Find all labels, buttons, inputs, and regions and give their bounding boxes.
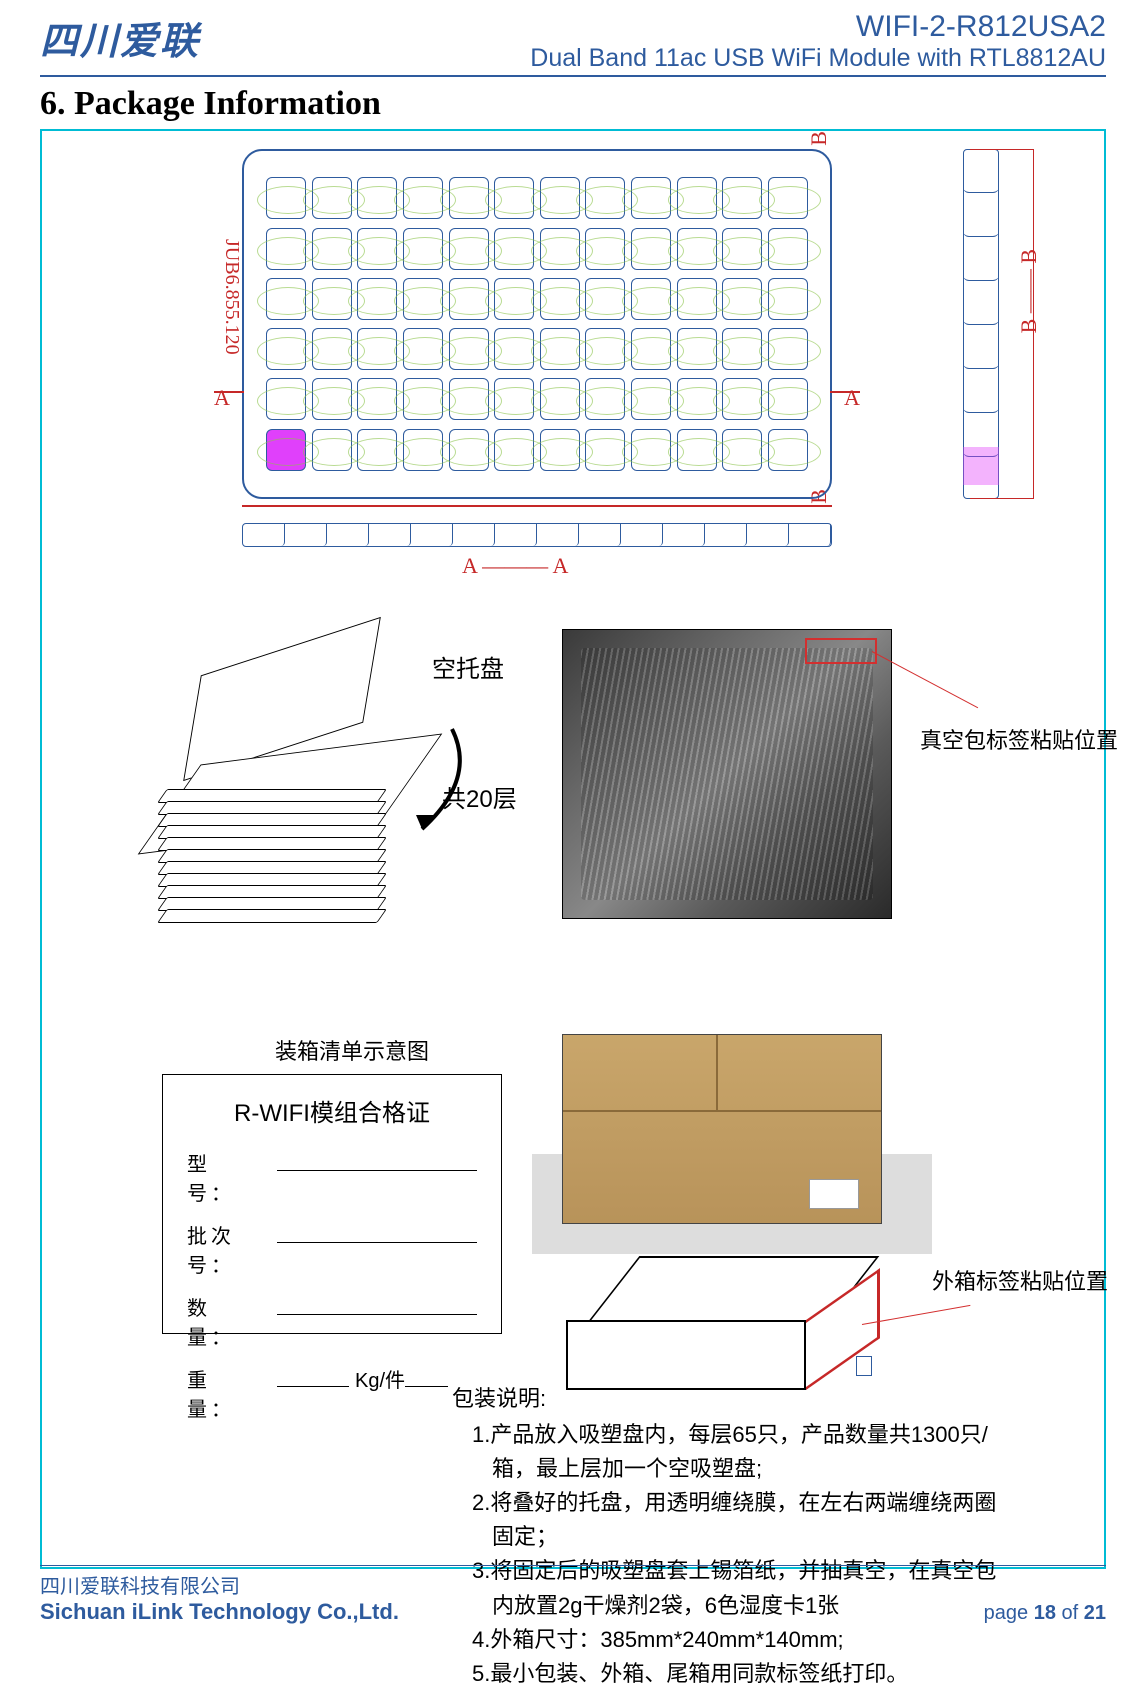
tray-row	[266, 278, 808, 320]
highlighted-cell	[266, 429, 306, 471]
empty-tray-label: 空托盘	[432, 649, 504, 684]
cert-title: R-WIFI模组合格证	[187, 1093, 477, 1128]
instruction-item: 1.产品放入吸塑盘内，每层65只，产品数量共1300只/箱，最上层加一个空吸塑盘…	[472, 1418, 1014, 1486]
cert-field-qty: 数 量：	[187, 1292, 477, 1350]
cert-field-model: 型 号：	[187, 1148, 477, 1206]
carton-photo	[562, 1034, 882, 1224]
company-logo: 四川爱联	[40, 10, 200, 65]
vacuum-bag-area: 真空包标签粘贴位置	[562, 629, 892, 1009]
footer-company: 四川爱联科技有限公司 Sichuan iLink Technology Co.,…	[40, 1570, 399, 1625]
instruction-item: 4.外箱尺寸：385mm*240mm*140mm;	[472, 1623, 1014, 1657]
page-footer: 四川爱联科技有限公司 Sichuan iLink Technology Co.,…	[40, 1565, 1106, 1625]
marker-b-top: B	[806, 131, 832, 146]
tray-row	[266, 378, 808, 420]
tray-row	[266, 429, 808, 471]
marker-a-right: A	[844, 385, 860, 411]
product-code: WIFI-2-R812USA2	[530, 10, 1106, 44]
tray-drawing: B A A B JUB6.855.120	[162, 149, 1014, 559]
cert-field-weight: 重 量：Kg/件	[187, 1364, 477, 1422]
carton-isometric	[572, 1256, 862, 1406]
instruction-item: 2.将叠好的托盘，用透明缠绕膜，在左右两端缠绕两圈固定；	[472, 1486, 1014, 1554]
footer-company-en: Sichuan iLink Technology Co.,Ltd.	[40, 1599, 399, 1625]
cert-and-box-row: 装箱清单示意图 R-WIFI模组合格证 型 号： 批次号： 数 量： 重 量：K…	[162, 1034, 1014, 1364]
certificate-area: 装箱清单示意图 R-WIFI模组合格证 型 号： 批次号： 数 量： 重 量：K…	[162, 1034, 542, 1364]
section-bb-label: B —— B	[1016, 249, 1042, 333]
vacuum-bag-photo	[562, 629, 892, 919]
section-aa-label: A ——— A	[462, 553, 568, 604]
tray-part-number: JUB6.855.120	[220, 239, 243, 355]
vacuum-label-text: 真空包标签粘贴位置	[920, 723, 1140, 755]
cert-field-batch: 批次号：	[187, 1220, 477, 1278]
carton-photo-wrap	[562, 1034, 902, 1234]
carton-label-sticker	[809, 1179, 859, 1209]
tray-stack-diagram: 空托盘 共20层	[162, 629, 562, 1009]
tray-section-aa	[242, 523, 832, 547]
instruction-item: 5.最小包装、外箱、尾箱用同款标签纸打印。	[472, 1657, 1014, 1691]
tray-row	[266, 228, 808, 270]
stack-and-vacuum-row: 空托盘 共20层 真空包标签粘贴位置	[162, 629, 1014, 1009]
header-right: WIFI-2-R812USA2 Dual Band 11ac USB WiFi …	[530, 10, 1106, 73]
tray-row	[266, 177, 808, 219]
carton-side-label-mark	[856, 1356, 872, 1376]
vacuum-label-highlight	[805, 638, 877, 664]
dim-line-h	[242, 505, 832, 507]
cert-heading: 装箱清单示意图	[162, 1034, 542, 1066]
page-header: 四川爱联 WIFI-2-R812USA2 Dual Band 11ac USB …	[40, 0, 1106, 77]
total-layers-label: 共20层	[442, 779, 517, 814]
section-title: 6. Package Information	[40, 85, 1106, 123]
section-bb-highlight	[963, 447, 999, 485]
tray-row	[266, 328, 808, 370]
product-subtitle: Dual Band 11ac USB WiFi Module with RTL8…	[530, 44, 1106, 73]
tray-stack	[162, 789, 422, 969]
packing-instructions: 包装说明: 1.产品放入吸塑盘内，每层65只，产品数量共1300只/箱，最上层加…	[452, 1382, 1014, 1691]
content-frame: B A A B JUB6.855.120	[40, 129, 1106, 1569]
certificate-card: R-WIFI模组合格证 型 号： 批次号： 数 量： 重 量：Kg/件	[162, 1074, 502, 1334]
tray-top-view	[242, 149, 832, 499]
footer-company-cn: 四川爱联科技有限公司	[40, 1570, 399, 1599]
footer-pagination: page 18 of 21	[984, 1602, 1106, 1625]
outer-box-label-text: 外箱标签粘贴位置	[932, 1264, 1132, 1296]
marker-a-left: A	[214, 385, 230, 411]
instructions-list: 1.产品放入吸塑盘内，每层65只，产品数量共1300只/箱，最上层加一个空吸塑盘…	[452, 1418, 1014, 1691]
outer-box-area: 外箱标签粘贴位置	[562, 1034, 902, 1364]
